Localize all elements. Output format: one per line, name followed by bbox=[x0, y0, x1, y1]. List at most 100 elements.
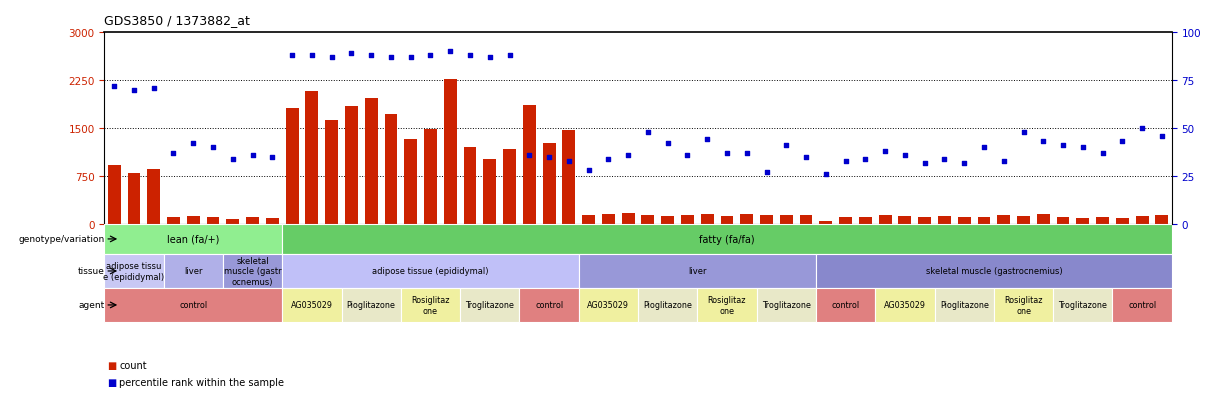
Point bbox=[243, 152, 263, 159]
Point bbox=[658, 141, 677, 147]
Bar bbox=[935, 288, 994, 322]
Point bbox=[223, 156, 243, 163]
Point bbox=[104, 83, 124, 90]
Text: percentile rank within the sample: percentile rank within the sample bbox=[119, 377, 283, 387]
Point bbox=[204, 145, 223, 151]
Text: control: control bbox=[832, 301, 860, 310]
Text: Troglitazone: Troglitazone bbox=[1059, 301, 1107, 310]
Bar bbox=[579, 254, 816, 288]
Text: fatty (fa/fa): fatty (fa/fa) bbox=[699, 234, 755, 244]
Bar bbox=[1076, 218, 1090, 224]
Point bbox=[480, 55, 499, 61]
Text: liver: liver bbox=[688, 267, 707, 276]
Bar bbox=[345, 107, 358, 224]
Point bbox=[1133, 126, 1152, 132]
Bar bbox=[1156, 215, 1168, 224]
Bar bbox=[282, 254, 579, 288]
Bar bbox=[1053, 288, 1113, 322]
Bar bbox=[187, 216, 200, 224]
Point bbox=[1033, 139, 1053, 145]
Point bbox=[875, 148, 894, 155]
Bar bbox=[226, 220, 239, 224]
Bar bbox=[582, 216, 595, 224]
Text: ■: ■ bbox=[107, 361, 117, 370]
Text: control: control bbox=[179, 301, 207, 310]
Bar bbox=[282, 224, 1172, 254]
Bar bbox=[282, 288, 341, 322]
Bar bbox=[128, 173, 140, 224]
Point bbox=[935, 156, 955, 163]
Text: liver: liver bbox=[184, 267, 202, 276]
Point bbox=[321, 55, 341, 61]
Text: Rosiglitaz
one: Rosiglitaz one bbox=[411, 296, 450, 315]
Bar bbox=[816, 288, 875, 322]
Bar bbox=[104, 224, 282, 254]
Bar bbox=[247, 217, 259, 224]
Bar bbox=[1056, 217, 1070, 224]
Text: skeletal muscle (gastrocnemius): skeletal muscle (gastrocnemius) bbox=[925, 267, 1063, 276]
Point bbox=[796, 154, 816, 161]
Bar bbox=[167, 217, 180, 224]
Bar bbox=[622, 214, 634, 224]
Point bbox=[460, 53, 480, 59]
Bar bbox=[998, 216, 1010, 224]
Point bbox=[163, 150, 183, 157]
Bar bbox=[1113, 288, 1172, 322]
Bar bbox=[460, 288, 519, 322]
Bar bbox=[720, 216, 734, 224]
Bar bbox=[1037, 215, 1050, 224]
Text: Rosiglitaz
one: Rosiglitaz one bbox=[708, 296, 746, 315]
Bar bbox=[1096, 217, 1109, 224]
Point bbox=[915, 160, 935, 166]
Point bbox=[382, 55, 401, 61]
Text: AG035029: AG035029 bbox=[291, 301, 333, 310]
Text: adipose tissu
e (epididymal): adipose tissu e (epididymal) bbox=[103, 262, 164, 281]
Point bbox=[1152, 133, 1172, 140]
Point bbox=[1014, 129, 1033, 136]
Bar bbox=[859, 218, 872, 224]
Point bbox=[183, 141, 202, 147]
Text: Troglitazone: Troglitazone bbox=[762, 301, 811, 310]
Bar bbox=[483, 160, 496, 224]
Text: adipose tissue (epididymal): adipose tissue (epididymal) bbox=[372, 267, 488, 276]
Bar bbox=[579, 288, 638, 322]
Bar bbox=[879, 216, 892, 224]
Point bbox=[499, 53, 519, 59]
Point bbox=[677, 152, 697, 159]
Bar bbox=[958, 218, 971, 224]
Point bbox=[618, 152, 638, 159]
Bar bbox=[163, 254, 223, 288]
Bar bbox=[384, 115, 398, 224]
Text: agent: agent bbox=[79, 301, 104, 310]
Point bbox=[737, 150, 757, 157]
Point bbox=[124, 87, 144, 94]
Point bbox=[717, 150, 736, 157]
Point bbox=[697, 137, 717, 143]
Bar bbox=[503, 150, 517, 224]
Bar bbox=[523, 106, 536, 224]
Bar bbox=[661, 216, 674, 224]
Text: ■: ■ bbox=[107, 377, 117, 387]
Bar bbox=[464, 147, 476, 224]
Bar bbox=[104, 254, 163, 288]
Bar bbox=[642, 215, 654, 224]
Point bbox=[440, 49, 460, 55]
Point bbox=[401, 55, 421, 61]
Point bbox=[994, 158, 1014, 164]
Text: control: control bbox=[535, 301, 563, 310]
Point bbox=[1113, 139, 1133, 145]
Point bbox=[519, 152, 539, 159]
Text: genotype/variation: genotype/variation bbox=[18, 235, 104, 244]
Text: lean (fa/+): lean (fa/+) bbox=[167, 234, 220, 244]
Point bbox=[955, 160, 974, 166]
Bar bbox=[681, 216, 694, 224]
Text: Pioglitazone: Pioglitazone bbox=[347, 301, 395, 310]
Bar bbox=[266, 219, 279, 224]
Bar bbox=[1136, 216, 1148, 224]
Point bbox=[302, 53, 321, 59]
Bar bbox=[978, 217, 990, 224]
Point bbox=[757, 169, 777, 176]
Bar bbox=[638, 288, 697, 322]
Bar bbox=[918, 218, 931, 224]
Text: tissue: tissue bbox=[77, 267, 104, 276]
